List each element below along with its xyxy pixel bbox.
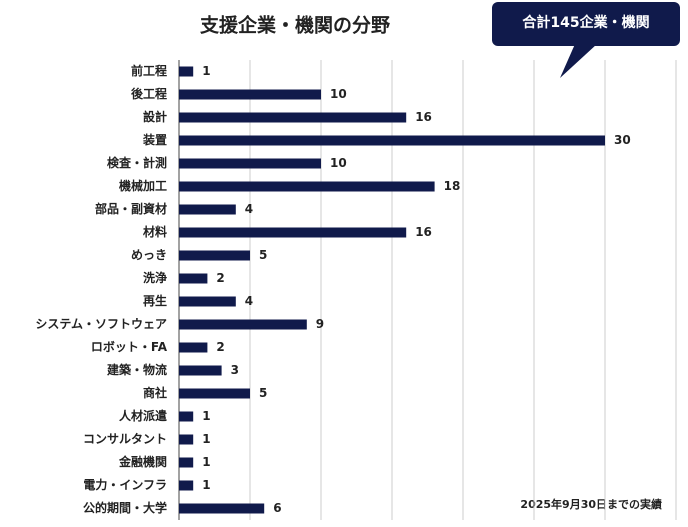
value-label: 1	[202, 64, 210, 78]
bar	[179, 296, 236, 307]
value-label: 30	[614, 133, 631, 147]
bar	[179, 365, 222, 376]
value-label: 1	[202, 409, 210, 423]
callout-text: 合計145企業・機関	[522, 14, 649, 31]
bar	[179, 66, 194, 77]
y-tick-label: 後工程	[131, 86, 167, 101]
y-tick-label: 設計	[143, 109, 167, 124]
y-tick-label: 検査・計測	[107, 155, 167, 170]
note: 2025年9月30日までの実績	[520, 497, 662, 511]
y-tick-label: 商社	[143, 385, 167, 400]
bar	[179, 112, 407, 123]
value-label: 18	[444, 179, 461, 193]
y-tick-label: 再生	[143, 293, 167, 308]
callout: 合計145企業・機関	[492, 2, 680, 78]
y-tick-label: 人材派遣	[119, 408, 167, 423]
bar	[179, 250, 250, 261]
bar	[179, 181, 435, 192]
y-tick-label: ロボット・FA	[91, 339, 168, 354]
callout-box	[492, 2, 680, 46]
value-label: 10	[330, 87, 347, 101]
bar	[179, 503, 265, 514]
value-label: 9	[316, 317, 324, 331]
value-label: 2	[216, 271, 224, 285]
y-tick-label: 公的期間・大学	[83, 500, 167, 515]
value-label: 5	[259, 386, 267, 400]
y-tick-label: 装置	[142, 132, 167, 147]
value-label: 6	[273, 501, 281, 515]
bar	[179, 273, 208, 284]
value-label: 4	[245, 294, 253, 308]
value-label: 4	[245, 202, 253, 216]
bar	[179, 480, 194, 491]
value-label: 3	[231, 363, 239, 377]
bar	[179, 342, 208, 353]
value-label: 1	[202, 432, 210, 446]
bar	[179, 135, 605, 146]
value-label: 1	[202, 478, 210, 492]
value-label: 1	[202, 455, 210, 469]
y-tick-label: めっき	[131, 248, 167, 262]
bar	[179, 204, 236, 215]
y-tick-label: 洗浄	[143, 270, 167, 285]
value-label: 2	[216, 340, 224, 354]
callout-pointer	[560, 44, 597, 78]
bar	[179, 434, 194, 445]
value-label: 16	[415, 225, 432, 239]
value-label: 16	[415, 110, 432, 124]
y-tick-label: 前工程	[131, 63, 167, 78]
value-label: 10	[330, 156, 347, 170]
bar	[179, 89, 321, 100]
y-tick-label: 部品・副資材	[95, 201, 167, 216]
bar	[179, 227, 407, 238]
y-tick-label: 電力・インフラ	[83, 477, 167, 492]
bar	[179, 388, 250, 399]
value-label: 5	[259, 248, 267, 262]
y-tick-label: 材料	[142, 224, 167, 239]
bar	[179, 158, 321, 169]
bar	[179, 457, 194, 468]
y-tick-label: 建築・物流	[106, 362, 167, 377]
y-tick-label: システム・ソフトウェア	[35, 317, 167, 331]
y-tick-label: 金融機関	[118, 454, 167, 469]
y-tick-label: コンサルタント	[83, 432, 167, 446]
bar	[179, 411, 194, 422]
bar	[179, 319, 307, 330]
chart-title: 支援企業・機関の分野	[199, 14, 390, 37]
y-tick-label: 機械加工	[119, 178, 167, 193]
